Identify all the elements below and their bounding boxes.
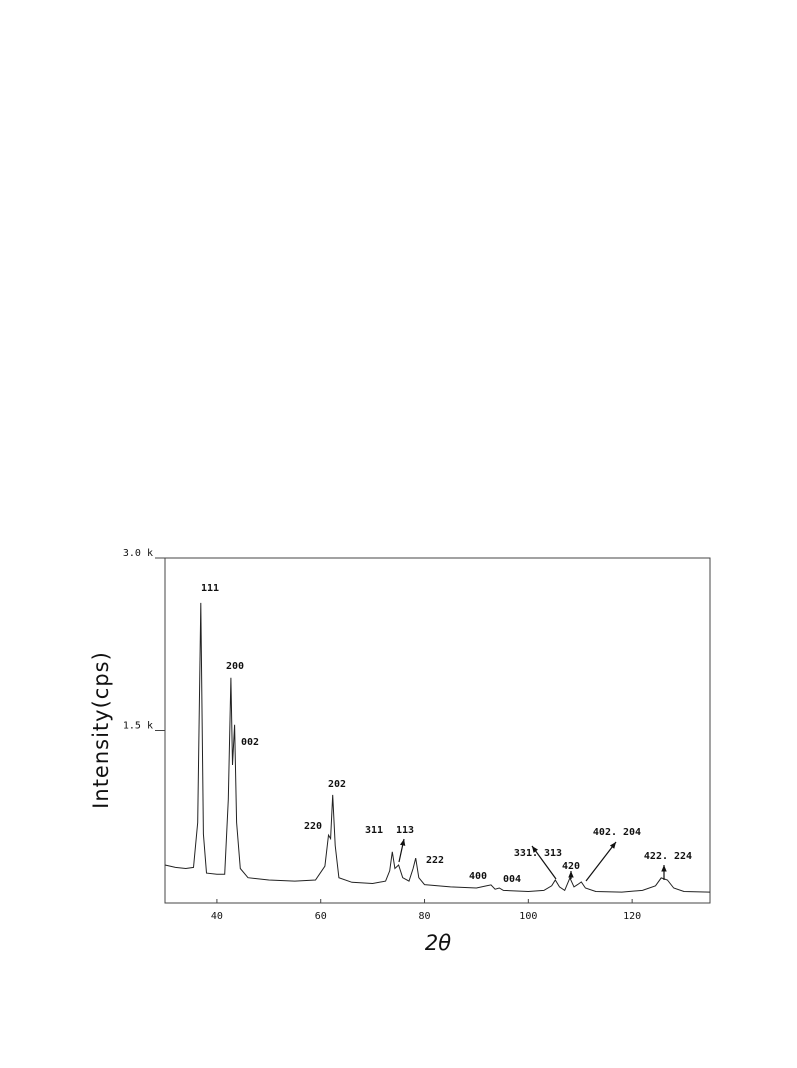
x-tick-label: 40	[211, 911, 223, 922]
peak-label: 222	[426, 855, 444, 866]
arrow-shaft	[531, 845, 557, 880]
y-tick-label: 3.0 k	[123, 548, 153, 559]
peak-label: 113	[396, 825, 414, 836]
x-tick-label: 100	[519, 911, 537, 922]
arrow-head	[532, 846, 538, 853]
x-axis-label: 2θ	[425, 931, 451, 955]
x-tick-label: 120	[623, 911, 641, 922]
y-tick-label: 1.5 k	[123, 721, 153, 732]
arrow-head	[568, 871, 574, 878]
peak-label: 004	[503, 874, 521, 885]
peak-label: 202	[328, 779, 346, 790]
x-tick-label: 60	[315, 911, 327, 922]
peak-label: 002	[241, 737, 259, 748]
arrow-shaft	[585, 841, 617, 882]
peak-label: 402. 204	[593, 827, 641, 838]
x-tick-label: 80	[419, 911, 431, 922]
peak-label: 111	[201, 583, 219, 594]
peak-label: 220	[304, 821, 322, 832]
y-axis-label: Intensity(cps)	[89, 651, 113, 809]
peak-label: 311	[365, 825, 383, 836]
arrow-head	[609, 842, 616, 849]
peak-label: 420	[562, 861, 580, 872]
arrow-head	[399, 839, 406, 846]
peak-label: 400	[469, 871, 487, 882]
arrow-head	[661, 865, 667, 872]
peak-label: 200	[226, 661, 244, 672]
data-line	[164, 602, 711, 893]
peak-label: 422. 224	[644, 851, 692, 862]
plot-frame	[164, 557, 711, 904]
